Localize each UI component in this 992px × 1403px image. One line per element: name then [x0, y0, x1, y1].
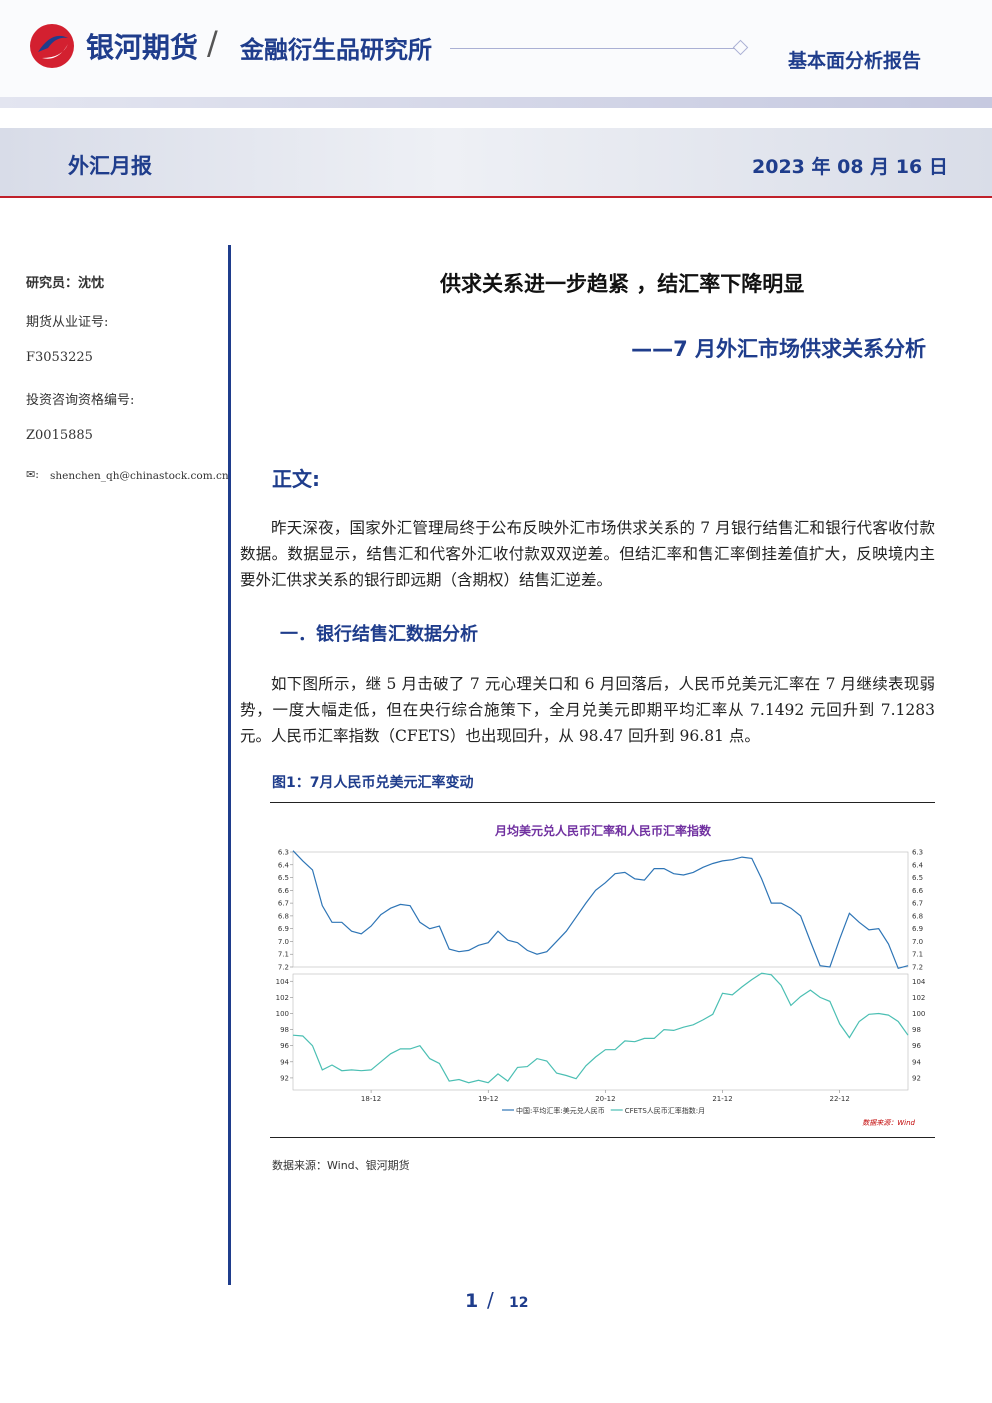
sidebar-rule: [228, 245, 231, 1285]
y-tick-label: 102: [276, 994, 289, 1002]
y-tick-label: 92: [912, 1074, 921, 1082]
y-tick-label: 7.2: [912, 964, 923, 972]
y-tick-label: 102: [912, 994, 925, 1002]
divider: /: [207, 24, 218, 62]
header-line: [450, 48, 735, 49]
y-tick-label: 7.0: [278, 938, 289, 946]
y-tick-label: 6.8: [278, 912, 289, 920]
column-band: [0, 128, 992, 196]
chart-title: 月均美元兑人民币汇率和人民币汇率指数: [494, 823, 712, 838]
body-heading: 正文:: [272, 467, 320, 491]
y-tick-label: 6.6: [278, 887, 290, 895]
section-heading: 一．银行结售汇数据分析: [280, 624, 478, 645]
x-tick-label: 22-12: [829, 1095, 849, 1103]
y-tick-label: 7.1: [912, 951, 923, 959]
figure-rule: [270, 1137, 935, 1138]
line-series: [292, 850, 909, 970]
figure-rule: [270, 802, 935, 803]
legend-label: CFETS人民币汇率指数:月: [625, 1106, 705, 1115]
x-tick-label: 20-12: [595, 1095, 615, 1103]
y-tick-label: 6.9: [278, 925, 289, 933]
x-tick-label: 18-12: [361, 1095, 381, 1103]
y-tick-label: 96: [280, 1042, 289, 1050]
y-tick-label: 6.7: [912, 900, 923, 908]
x-tick-label: 21-12: [712, 1095, 732, 1103]
y-tick-label: 104: [276, 978, 290, 986]
y-tick-label: 96: [912, 1042, 921, 1050]
y-tick-label: 94: [912, 1058, 921, 1066]
advisor-label: 投资咨询资格编号:: [26, 393, 135, 408]
column-name: 外汇月报: [68, 154, 152, 178]
y-tick-label: 6.6: [912, 887, 924, 895]
date: 2023 年 08 月 16 日: [752, 156, 948, 178]
y-tick-label: 100: [912, 1010, 925, 1018]
page-total: 12: [509, 1295, 529, 1311]
y-tick-label: 100: [276, 1010, 289, 1018]
license-label: 期货从业证号:: [26, 315, 109, 330]
figure-source: 数据来源：Wind、银河期货: [272, 1159, 410, 1172]
logo-icon: [30, 24, 74, 68]
header-stripe: [0, 97, 992, 108]
red-rule: [0, 196, 992, 198]
license: F3053225: [26, 350, 93, 365]
y-tick-label: 6.4: [912, 861, 924, 869]
title: 供求关系进一步趋紧 ，结汇率下降明显: [440, 272, 805, 296]
y-tick-label: 6.5: [912, 874, 923, 882]
y-tick-label: 98: [280, 1026, 289, 1034]
email[interactable]: shenchen_qh@chinastock.com.cn: [50, 470, 229, 482]
report-type: 基本面分析报告: [788, 50, 922, 72]
y-tick-label: 104: [912, 978, 926, 986]
advisor: Z0015885: [26, 428, 93, 443]
y-tick-label: 6.7: [278, 900, 289, 908]
y-tick-label: 92: [280, 1074, 289, 1082]
plot-frame: [292, 851, 909, 968]
legend-label: 中国:平均汇率:美元兑人民币: [516, 1106, 605, 1115]
y-tick-label: 94: [280, 1058, 289, 1066]
institute: 金融衍生品研究所: [240, 36, 432, 64]
page-number: 1: [465, 1290, 479, 1312]
y-tick-label: 7.2: [278, 964, 289, 972]
page-divider: /: [487, 1288, 494, 1312]
paragraph: 如下图所示，继 5 月击破了 7 元心理关口和 6 月回落后，人民币兑美元汇率在…: [240, 675, 935, 745]
y-tick-label: 6.3: [912, 849, 923, 857]
y-tick-label: 7.0: [912, 938, 923, 946]
logo-text: 银河期货: [86, 31, 199, 64]
y-tick-label: 7.1: [278, 951, 289, 959]
paragraph: 昨天深夜，国家外汇管理局终于公布反映外汇市场供求关系的 7 月银行结售汇和银行代…: [240, 519, 935, 589]
y-tick-label: 6.5: [278, 874, 289, 882]
chart-source: 数据来源：Wind: [862, 1119, 915, 1127]
x-tick-label: 19-12: [478, 1095, 498, 1103]
y-tick-label: 98: [912, 1026, 921, 1034]
chart: 6.3 6.3 6.4 6.4 6.5 6.5 6.6 6.6 6.7 6.7 6.8 6.8 6.9 6…: [276, 823, 926, 1127]
figure-caption: 图1：7月人民币兑美元汇率变动: [272, 775, 474, 791]
researcher: 研究员：沈忱: [26, 276, 105, 291]
subtitle: ——7 月外汇市场供求关系分析: [631, 337, 926, 361]
y-tick-label: 6.4: [278, 861, 290, 869]
y-tick-label: 6.9: [912, 925, 923, 933]
line-series: [292, 972, 909, 1084]
y-tick-label: 6.3: [278, 849, 289, 857]
y-tick-label: 6.8: [912, 912, 923, 920]
plot-frame: [292, 973, 909, 1091]
email-icon: ✉:: [26, 468, 39, 481]
